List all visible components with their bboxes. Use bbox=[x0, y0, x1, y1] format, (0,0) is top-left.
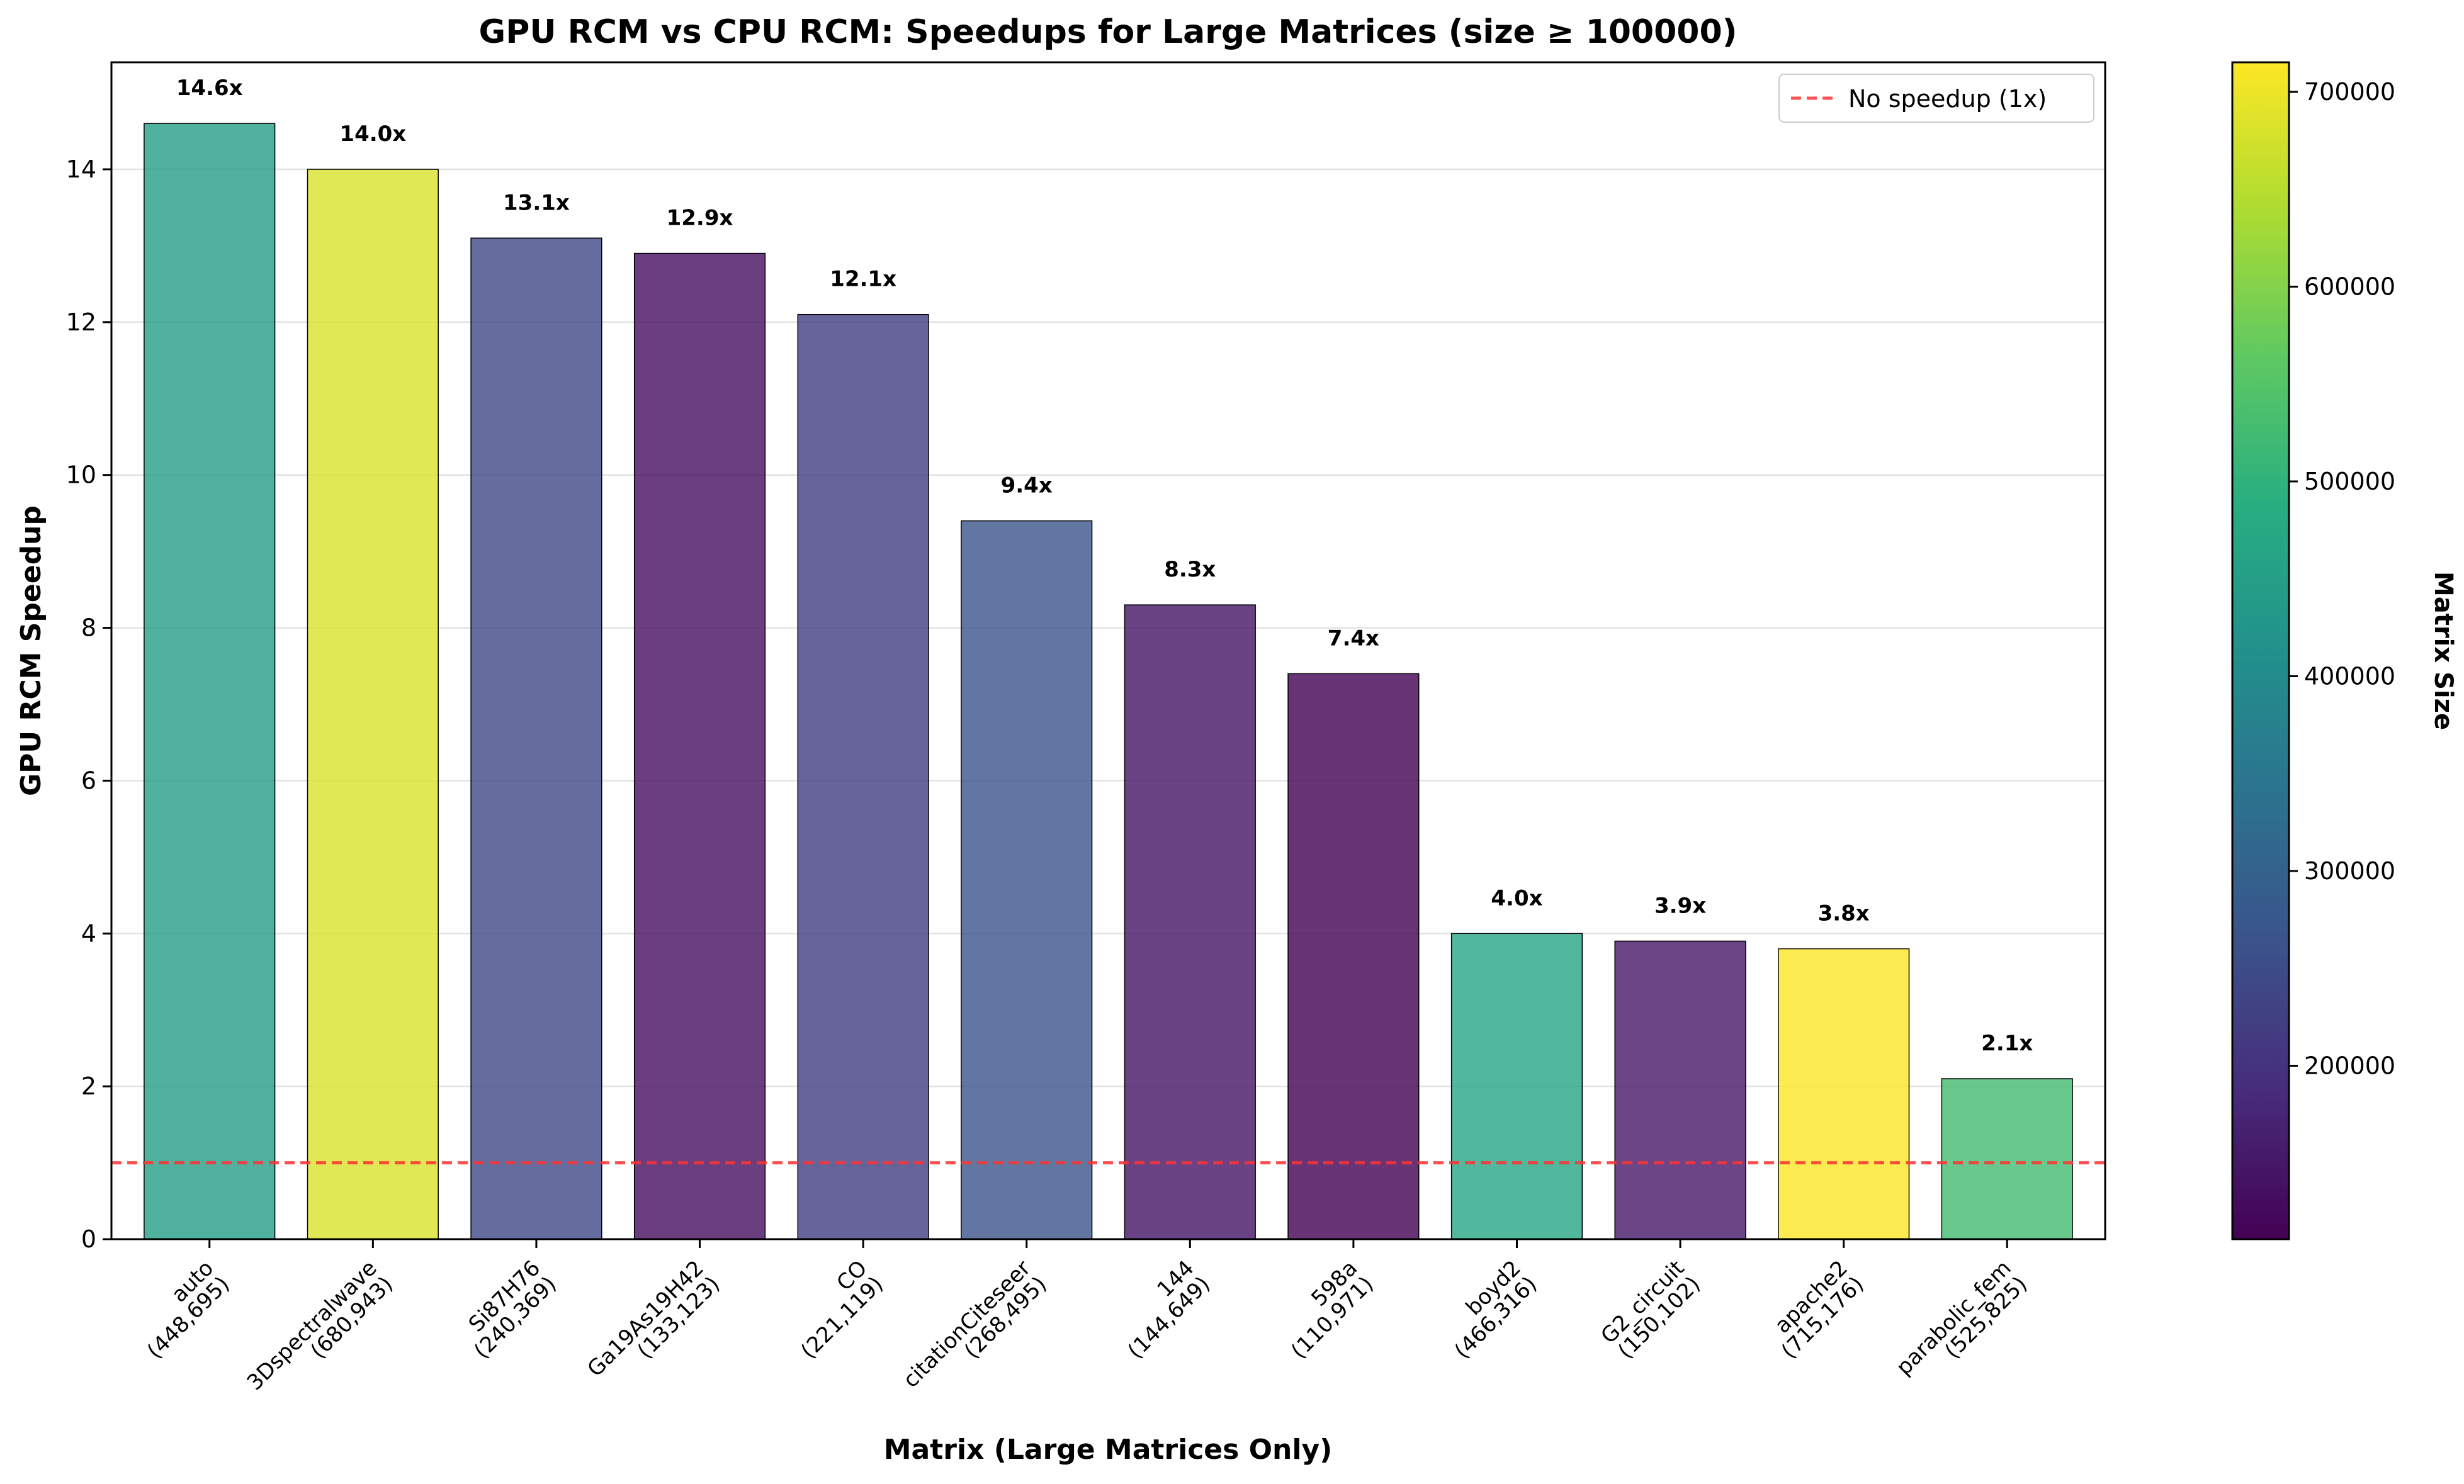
x-tick-label: Si87H76(240,369) bbox=[453, 1256, 562, 1364]
x-tick-label: CO(221,119) bbox=[780, 1256, 888, 1364]
bar-value-label: 4.0x bbox=[1491, 885, 1542, 911]
legend: No speedup (1x) bbox=[1778, 74, 2094, 123]
x-tick-label: 3Dspectralwave(680,943) bbox=[242, 1256, 398, 1411]
y-axis-label: GPU RCM Speedup bbox=[15, 505, 47, 796]
gridlines bbox=[111, 168, 2105, 1088]
bar-value-label: 9.4x bbox=[1001, 473, 1053, 498]
colorbar-tick-label: 700000 bbox=[2304, 78, 2395, 106]
colorbar-label: Matrix Size bbox=[2429, 571, 2458, 730]
x-tick-label: parabolic_fem(525,825) bbox=[1891, 1256, 2032, 1397]
bar-value-label: 7.4x bbox=[1328, 626, 1379, 651]
colorbar-tick-label: 600000 bbox=[2304, 273, 2395, 300]
bar bbox=[1614, 940, 1746, 1240]
x-axis-label: Matrix (Large Matrices Only) bbox=[884, 1434, 1333, 1466]
x-tick-label: 144(144,649) bbox=[1107, 1256, 1215, 1364]
y-tick-label: 0 bbox=[81, 1225, 96, 1253]
x-tick-label: auto(448,695) bbox=[127, 1256, 235, 1364]
bar bbox=[961, 520, 1093, 1240]
x-tick-label: apache2(715,176) bbox=[1761, 1256, 1869, 1364]
plot-frame bbox=[110, 61, 2106, 1240]
chart-title: GPU RCM vs CPU RCM: Speedups for Large M… bbox=[479, 13, 1738, 51]
bar bbox=[797, 313, 929, 1240]
colorbar-tick-label: 300000 bbox=[2304, 857, 2395, 885]
bar bbox=[633, 252, 766, 1240]
y-tick-label: 2 bbox=[81, 1072, 96, 1100]
legend-label: No speedup (1x) bbox=[1848, 85, 2047, 113]
bar-value-label: 13.1x bbox=[503, 190, 570, 215]
y-axis-ticks: 0 2 4 6 8 10 12 14 bbox=[66, 155, 111, 1253]
bar-value-label: 12.1x bbox=[830, 267, 896, 292]
y-tick-label: 6 bbox=[81, 767, 96, 794]
bar bbox=[1941, 1078, 2073, 1240]
bar-value-label: 12.9x bbox=[667, 206, 733, 231]
bar bbox=[307, 169, 439, 1240]
bar-value-label: 14.6x bbox=[176, 76, 243, 101]
x-tick-label: citationCiteseer(268,495) bbox=[898, 1256, 1052, 1409]
bar bbox=[1778, 948, 1910, 1240]
colorbar-ticks: 200000 300000 400000 500000 600000 700000 bbox=[2289, 78, 2395, 1079]
colorbar-gradient bbox=[2231, 61, 2290, 1240]
value-labels: 14.6x 14.0x 13.1x 12.9x 12.1x 9.4x 8.3x 7.4x 4.0… bbox=[176, 76, 2033, 1056]
bar bbox=[470, 237, 602, 1240]
y-tick-label: 8 bbox=[81, 614, 96, 642]
y-tick-label: 12 bbox=[66, 308, 96, 336]
bar-value-label: 2.1x bbox=[1981, 1031, 2033, 1056]
bar-value-label: 3.8x bbox=[1818, 901, 1870, 926]
bar bbox=[1450, 933, 1583, 1240]
colorbar-tick-label: 400000 bbox=[2304, 662, 2395, 690]
x-axis-ticks: auto(448,695) 3Dspectralwave(680,943) Si87… bbox=[127, 1239, 2032, 1411]
bar-value-label: 8.3x bbox=[1164, 557, 1216, 582]
bar bbox=[1124, 604, 1256, 1240]
colorbar-tick-label: 200000 bbox=[2304, 1052, 2395, 1079]
x-tick-label: Ga19As19H42(133,123) bbox=[582, 1256, 725, 1398]
colorbar-tick-label: 500000 bbox=[2304, 468, 2395, 495]
bar bbox=[144, 123, 276, 1240]
y-tick-label: 14 bbox=[66, 155, 96, 183]
bar-value-label: 14.0x bbox=[339, 121, 406, 147]
y-tick-label: 10 bbox=[66, 461, 96, 489]
bar-value-label: 3.9x bbox=[1654, 893, 1706, 918]
x-tick-label: boyd2(466,316) bbox=[1433, 1256, 1542, 1364]
x-tick-label: G2_circuit(150,102) bbox=[1596, 1256, 1705, 1365]
y-tick-label: 4 bbox=[81, 919, 96, 947]
bar bbox=[1287, 673, 1420, 1240]
colorbar: 200000 300000 400000 500000 600000 700000 Mat… bbox=[2231, 61, 2458, 1240]
x-tick-label: 598a(110,971) bbox=[1270, 1256, 1379, 1364]
legend-box bbox=[1778, 74, 2094, 123]
bars bbox=[144, 123, 2073, 1240]
